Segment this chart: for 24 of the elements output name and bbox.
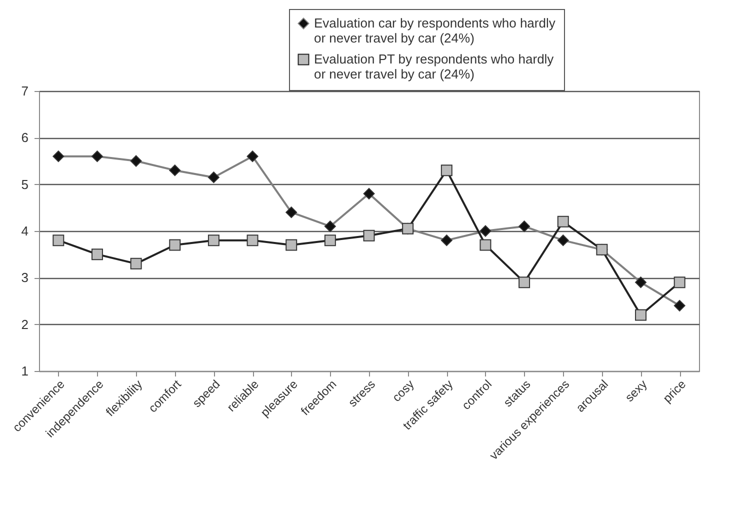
y-tick-label: 2	[21, 316, 28, 332]
y-tick-label: 4	[21, 224, 28, 238]
point	[674, 276, 686, 288]
y-tick-label: 3	[21, 270, 28, 286]
point	[208, 234, 220, 246]
legend-label: Evaluation PT by respondents who hardly or never travel by car (24%)	[314, 52, 554, 82]
point	[557, 216, 569, 228]
point	[518, 276, 530, 288]
point	[324, 234, 336, 246]
point	[440, 164, 452, 176]
point	[635, 309, 647, 321]
point	[52, 234, 64, 246]
point	[91, 248, 103, 260]
point	[480, 239, 492, 251]
point	[246, 234, 258, 246]
point	[130, 258, 142, 270]
y-tick-label: 6	[21, 130, 28, 146]
y-tick-label: 5	[21, 176, 28, 192]
legend-label: Evaluation car by respondents who hardly or never travel by car (24%)	[314, 16, 556, 46]
point	[169, 239, 181, 251]
point	[363, 230, 375, 242]
y-tick-label: 7	[21, 84, 28, 98]
point	[286, 239, 298, 251]
y-tick-label: 1	[21, 364, 28, 378]
